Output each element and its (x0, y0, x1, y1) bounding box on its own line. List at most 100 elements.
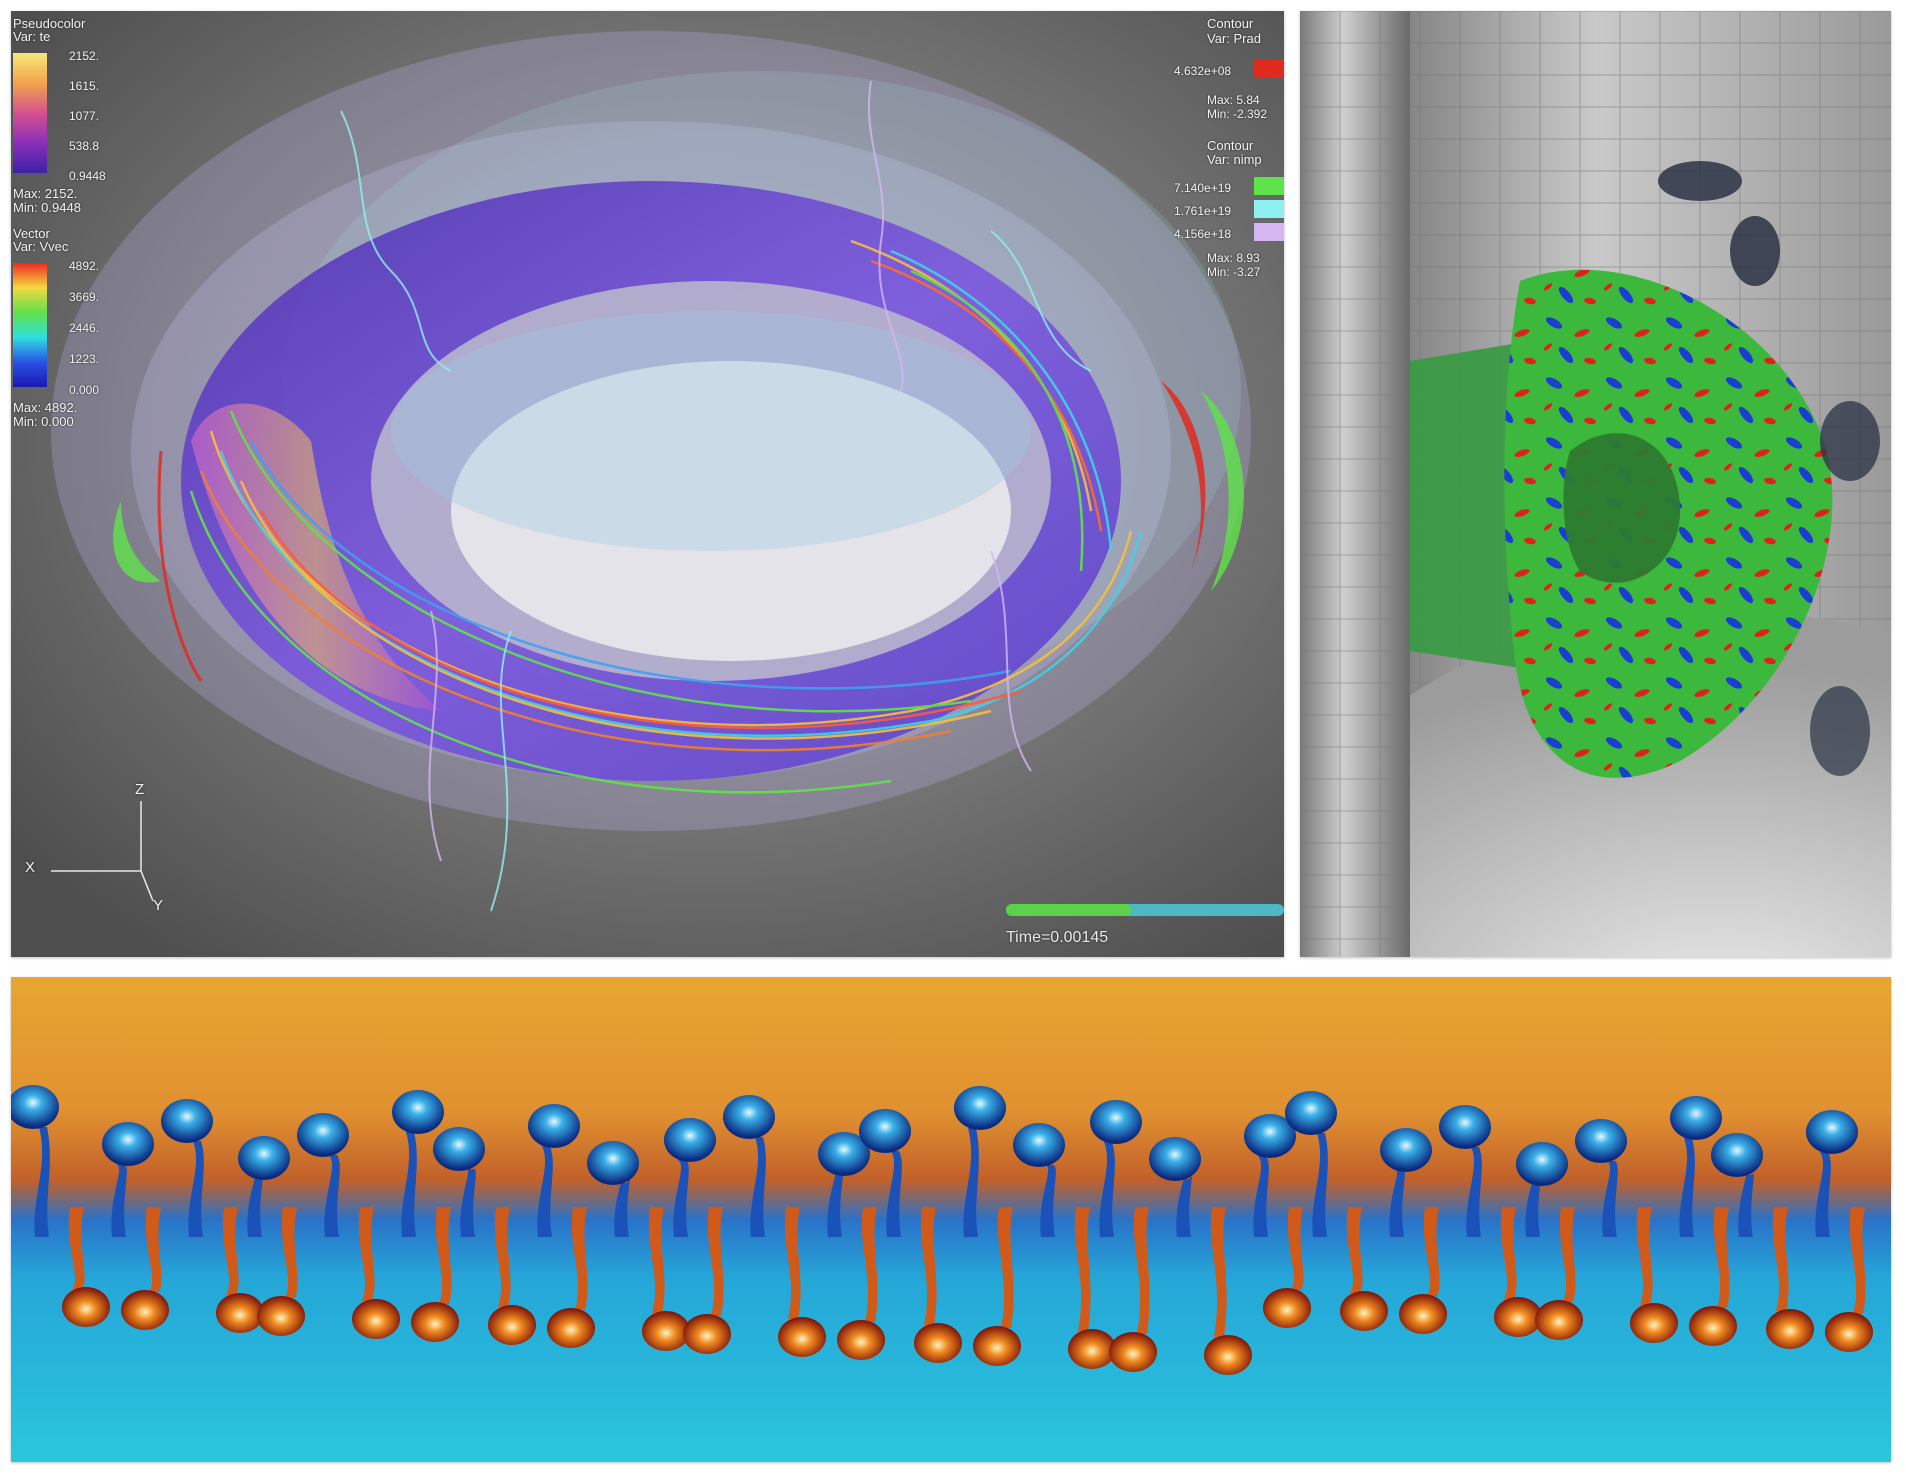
falling-plume-cap (1109, 1332, 1157, 1372)
tokamak-interior-panel (1300, 11, 1891, 957)
rising-plume-cap (1090, 1100, 1142, 1144)
rising-plume-stem (1176, 1176, 1192, 1237)
legend-nimp-min: Min: -3.27 (1207, 265, 1261, 279)
falling-plume-cap (642, 1311, 690, 1351)
rising-plume-cap (297, 1113, 349, 1157)
falling-plume-stem (648, 1207, 665, 1313)
rising-plume-stem (460, 1168, 476, 1237)
rising-plume-stem (1525, 1179, 1541, 1237)
falling-plume-stem (861, 1207, 878, 1322)
rising-plume-stem (247, 1175, 263, 1237)
falling-plume-stem (1636, 1207, 1653, 1305)
rising-plume-cap (859, 1109, 911, 1153)
falling-plume-cap (1535, 1300, 1583, 1340)
rising-plume-stem (34, 1127, 50, 1237)
rising-plume-stem (324, 1155, 340, 1237)
rising-plume-stem (1312, 1133, 1328, 1237)
rising-plume-cap (1149, 1137, 1201, 1181)
falling-plume-cap (257, 1296, 305, 1336)
rising-plume-stem (1040, 1165, 1056, 1237)
torus-visualization-panel: Pseudocolor Var: te 2152. 1615. 1077. 53… (11, 11, 1284, 957)
falling-plume-cap (1068, 1329, 1116, 1369)
falling-plume-stem (494, 1207, 511, 1307)
falling-plume-cap (411, 1302, 459, 1342)
nimp-level-swatch (1254, 200, 1284, 218)
falling-plume-stem (1287, 1207, 1304, 1290)
field-lines (189, 239, 1143, 794)
rising-plume-cap (1244, 1114, 1296, 1158)
vector-tick: 2446. (69, 321, 100, 335)
rising-plume-cap (587, 1141, 639, 1185)
legend-prad-var: Var: Prad (1207, 31, 1261, 46)
falling-plume-cap (1689, 1306, 1737, 1346)
legend-nimp-title: Contour (1207, 138, 1254, 153)
pseudocolor-tick: 1077. (69, 109, 100, 123)
falling-plume-cap (1766, 1309, 1814, 1349)
falling-plume-cap (121, 1290, 169, 1330)
legend-vector-min: Min: 0.000 (13, 414, 74, 429)
rising-plume-cap (238, 1136, 290, 1180)
rising-plume-cap (1013, 1123, 1065, 1167)
falling-plume-cap (914, 1323, 962, 1363)
nimp-level-swatch (1254, 177, 1284, 195)
pseudocolor-colorbar (13, 53, 47, 173)
pseudocolor-tick: 1615. (69, 79, 100, 93)
falling-plume-stem (1772, 1207, 1789, 1311)
falling-plume-cap (1340, 1291, 1388, 1331)
rising-plume-cap (161, 1099, 213, 1143)
nimp-level-label: 4.156e+18 (1174, 227, 1232, 241)
rising-plume-stem (750, 1137, 766, 1237)
instability-render (11, 977, 1891, 1462)
rising-plume-stem (963, 1128, 979, 1237)
vector-tick: 0.000 (69, 383, 100, 397)
prad-level-swatch (1254, 60, 1284, 78)
falling-plume-cap (973, 1326, 1021, 1366)
rising-plume-cap (392, 1090, 444, 1134)
rising-plume-stem (1738, 1173, 1754, 1237)
falling-plume-cap (352, 1299, 400, 1339)
rising-plume-cap (528, 1104, 580, 1148)
rising-plume-stem (1815, 1152, 1831, 1237)
falling-plume-cap (216, 1293, 264, 1333)
falling-plume-stem (68, 1207, 85, 1289)
falling-plume-stem (1074, 1207, 1091, 1331)
instability-field-panel (11, 977, 1891, 1462)
falling-plume-stem (707, 1207, 724, 1316)
time-slider[interactable] (1006, 904, 1284, 916)
vector-tick: 3669. (69, 290, 100, 304)
axis-z-label: Z (135, 781, 145, 798)
falling-plume-cap (62, 1287, 110, 1327)
falling-plume-cap (1630, 1303, 1678, 1343)
rising-plume-cap (664, 1118, 716, 1162)
rising-plume-cap (11, 1085, 59, 1129)
legend-pseudocolor-max: Max: 2152. (13, 186, 78, 201)
falling-plume-cap (1204, 1335, 1252, 1375)
nimp-level-swatch (1254, 223, 1284, 241)
rising-plume-cap (1806, 1110, 1858, 1154)
rising-plume-cap (433, 1127, 485, 1171)
falling-plume-stem (997, 1207, 1014, 1328)
falling-plume-stem (571, 1207, 588, 1310)
legend-vector-max: Max: 4892. (13, 400, 78, 415)
falling-plume-cap (683, 1314, 731, 1354)
falling-plume-cap (1399, 1294, 1447, 1334)
rising-plume-cap (1575, 1119, 1627, 1163)
rising-plume-cap (1380, 1128, 1432, 1172)
rising-plume-cap (1670, 1096, 1722, 1140)
legend-prad-title: Contour (1207, 16, 1254, 31)
vector-tick: 4892. (69, 259, 100, 273)
legend-prad-max: Max: 5.84 (1207, 93, 1260, 107)
legend-vector-title: Vector (13, 226, 50, 241)
falling-plume-stem (1423, 1207, 1440, 1296)
nimp-level-label: 1.761e+19 (1174, 204, 1232, 218)
falling-plume-cap (778, 1317, 826, 1357)
axis-y-label: Y (153, 897, 164, 914)
rising-plume-stem (1679, 1138, 1695, 1237)
falling-plume-stem (281, 1207, 298, 1298)
axis-x-label: X (25, 859, 36, 876)
legend-nimp-max: Max: 8.93 (1207, 251, 1260, 265)
falling-plume-stem (435, 1207, 452, 1304)
falling-plume-stem (784, 1207, 801, 1319)
rising-plume-cap (1516, 1142, 1568, 1186)
falling-plume-stem (145, 1207, 162, 1292)
